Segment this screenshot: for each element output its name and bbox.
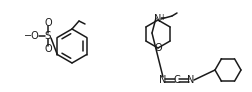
Text: N: N [154, 14, 161, 24]
Text: O: O [44, 18, 52, 28]
Text: N: N [159, 75, 166, 85]
Text: −O: −O [24, 31, 40, 41]
Text: C: C [173, 75, 180, 85]
Text: O: O [44, 44, 52, 54]
Text: S: S [45, 31, 51, 41]
Text: N: N [186, 75, 194, 85]
Text: +: + [158, 13, 165, 22]
Text: O: O [153, 43, 161, 53]
